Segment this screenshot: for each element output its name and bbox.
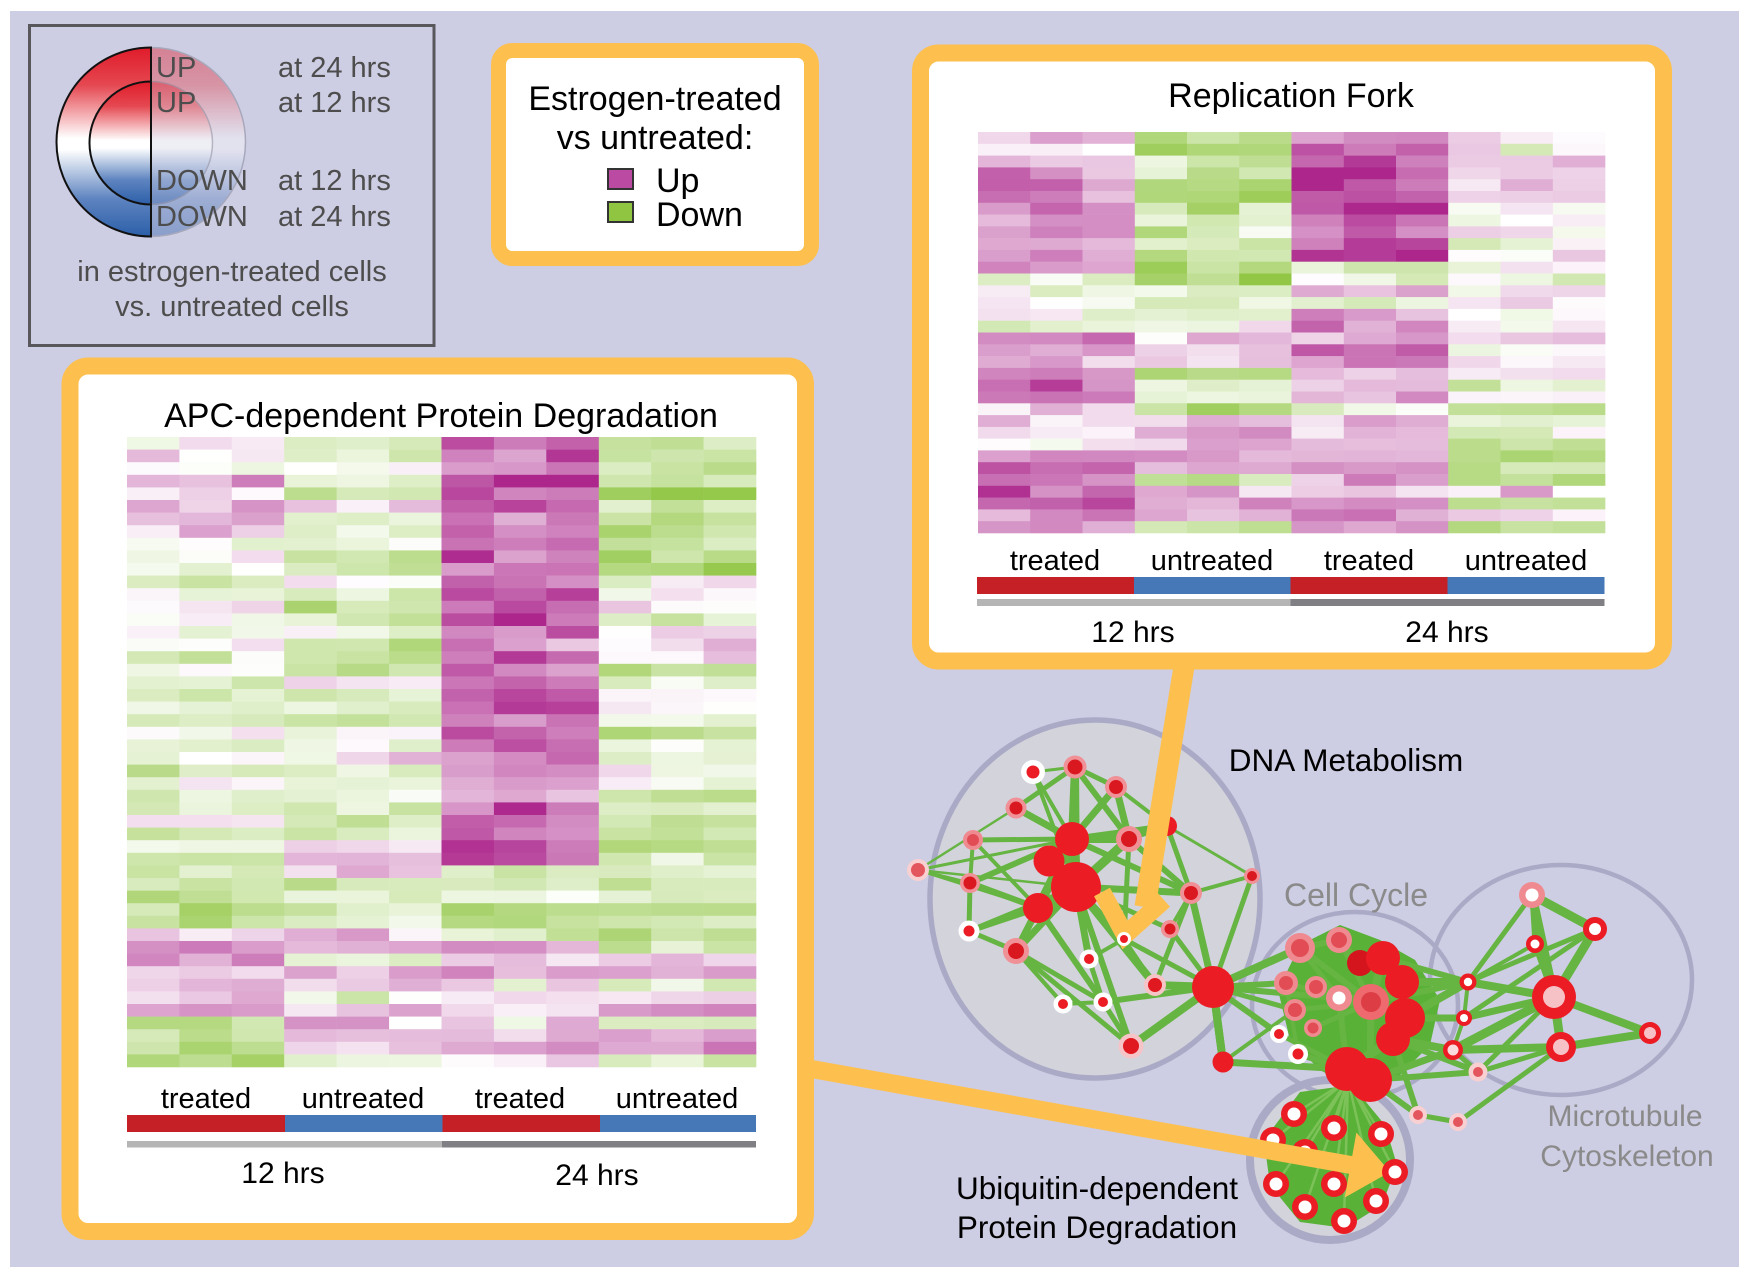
- svg-text:treated: treated: [161, 1083, 251, 1115]
- svg-text:at 12 hrs: at 12 hrs: [278, 165, 391, 197]
- svg-text:untreated: untreated: [1465, 545, 1588, 577]
- svg-text:12 hrs: 12 hrs: [1091, 616, 1174, 649]
- svg-text:Ubiquitin-dependent: Ubiquitin-dependent: [956, 1170, 1238, 1206]
- svg-text:UP: UP: [156, 52, 196, 84]
- svg-text:treated: treated: [1324, 545, 1414, 577]
- svg-text:untreated: untreated: [1151, 545, 1274, 577]
- svg-text:DOWN: DOWN: [156, 165, 248, 197]
- svg-text:Microtubule: Microtubule: [1547, 1100, 1702, 1133]
- svg-text:Cell Cycle: Cell Cycle: [1284, 877, 1428, 913]
- svg-text:Protein Degradation: Protein Degradation: [957, 1209, 1237, 1245]
- svg-text:untreated: untreated: [616, 1083, 739, 1115]
- svg-text:treated: treated: [475, 1083, 565, 1115]
- svg-text:Replication Fork: Replication Fork: [1168, 77, 1415, 115]
- svg-text:24 hrs: 24 hrs: [1405, 616, 1488, 649]
- svg-text:at 12 hrs: at 12 hrs: [278, 87, 391, 119]
- svg-text:24 hrs: 24 hrs: [555, 1159, 638, 1192]
- svg-text:UP: UP: [156, 87, 196, 119]
- svg-text:in estrogen-treated cells: in estrogen-treated cells: [77, 256, 387, 288]
- svg-text:APC-dependent Protein Degradat: APC-dependent Protein Degradation: [164, 397, 718, 435]
- svg-text:DNA Metabolism: DNA Metabolism: [1229, 742, 1464, 778]
- svg-text:12 hrs: 12 hrs: [241, 1157, 324, 1190]
- svg-text:vs. untreated cells: vs. untreated cells: [115, 291, 349, 323]
- svg-text:Up: Up: [656, 162, 699, 200]
- svg-text:Down: Down: [656, 196, 743, 234]
- svg-text:at 24 hrs: at 24 hrs: [278, 201, 391, 233]
- svg-text:Estrogen-treated: Estrogen-treated: [528, 80, 781, 118]
- svg-text:vs untreated:: vs untreated:: [557, 119, 754, 157]
- svg-text:untreated: untreated: [302, 1083, 425, 1115]
- svg-text:treated: treated: [1010, 545, 1100, 577]
- svg-text:Cytoskeleton: Cytoskeleton: [1540, 1140, 1713, 1173]
- svg-text:DOWN: DOWN: [156, 201, 248, 233]
- svg-text:at 24 hrs: at 24 hrs: [278, 52, 391, 84]
